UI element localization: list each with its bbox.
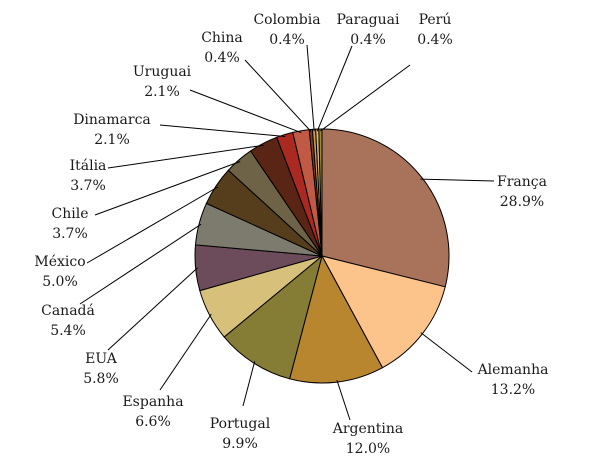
slice-label-uruguai: Uruguai xyxy=(133,64,192,80)
slice-value-label-dinamarca: 2.1% xyxy=(94,132,130,148)
slice-label-italia: Itália xyxy=(70,158,107,174)
leader-line-espanha xyxy=(159,313,212,391)
slice-value-label-paraguai: 0.4% xyxy=(350,32,386,48)
slice-label-dinamarca: Dinamarca xyxy=(73,112,151,128)
slice-value-label-franca: 28.9% xyxy=(500,194,544,210)
slice-label-colombia: Colombia xyxy=(253,12,320,28)
slice-value-label-china: 0.4% xyxy=(204,50,240,66)
leader-line-dinamarca xyxy=(159,124,286,137)
leader-lines xyxy=(79,44,495,421)
leader-line-franca xyxy=(420,178,495,182)
slice-value-label-mexico: 5.0% xyxy=(42,274,78,290)
slice-label-alemanha: Alemanha xyxy=(477,362,549,378)
slice-label-portugal: Portugal xyxy=(210,416,271,432)
slice-label-eua: EUA xyxy=(85,351,118,367)
slice-portugal xyxy=(223,254,323,380)
slice-peru xyxy=(318,128,323,257)
slice-value-label-canada: 5.4% xyxy=(50,323,86,339)
slice-value-label-espanha: 6.6% xyxy=(135,414,171,430)
slice-label-franca: França xyxy=(497,174,547,190)
leader-line-china xyxy=(244,59,312,132)
slice-label-china: China xyxy=(201,30,243,46)
leader-line-argentina xyxy=(336,379,351,421)
leader-line-mexico xyxy=(86,186,218,264)
slice-label-peru: Perú xyxy=(419,12,452,28)
slice-value-label-chile: 3.7% xyxy=(52,226,88,242)
pie-slices xyxy=(194,128,450,384)
leader-line-uruguai xyxy=(189,89,302,134)
leader-line-italia xyxy=(107,144,265,169)
slice-label-paraguai: Paraguai xyxy=(337,12,401,28)
leader-line-eua xyxy=(107,267,198,351)
slice-label-chile: Chile xyxy=(52,206,89,222)
slice-label-mexico: México xyxy=(34,254,85,270)
slice-label-canada: Canadá xyxy=(41,303,95,319)
slice-franca xyxy=(321,128,450,288)
slice-value-label-argentina: 12.0% xyxy=(346,441,390,457)
leader-line-portugal xyxy=(242,361,256,407)
slice-value-label-italia: 3.7% xyxy=(70,178,106,194)
slice-value-label-peru: 0.4% xyxy=(417,32,453,48)
slice-value-label-uruguai: 2.1% xyxy=(144,84,180,100)
leader-line-canada xyxy=(79,223,202,305)
leader-line-peru xyxy=(320,64,411,132)
slice-value-label-eua: 5.8% xyxy=(83,371,119,387)
leader-line-colombia xyxy=(306,44,315,132)
slice-labels: França 28.9% Alemanha 13.2% Argentina 12.0% Po… xyxy=(34,12,548,457)
slice-value-label-alemanha: 13.2% xyxy=(491,382,535,398)
leader-line-chile xyxy=(94,161,241,216)
leader-line-paraguai xyxy=(316,45,353,132)
slice-value-label-portugal: 9.9% xyxy=(222,436,258,452)
slice-label-argentina: Argentina xyxy=(332,421,404,437)
slice-value-label-colombia: 0.4% xyxy=(269,32,305,48)
leader-line-alemanha xyxy=(420,332,473,373)
slice-label-espanha: Espanha xyxy=(122,394,183,410)
